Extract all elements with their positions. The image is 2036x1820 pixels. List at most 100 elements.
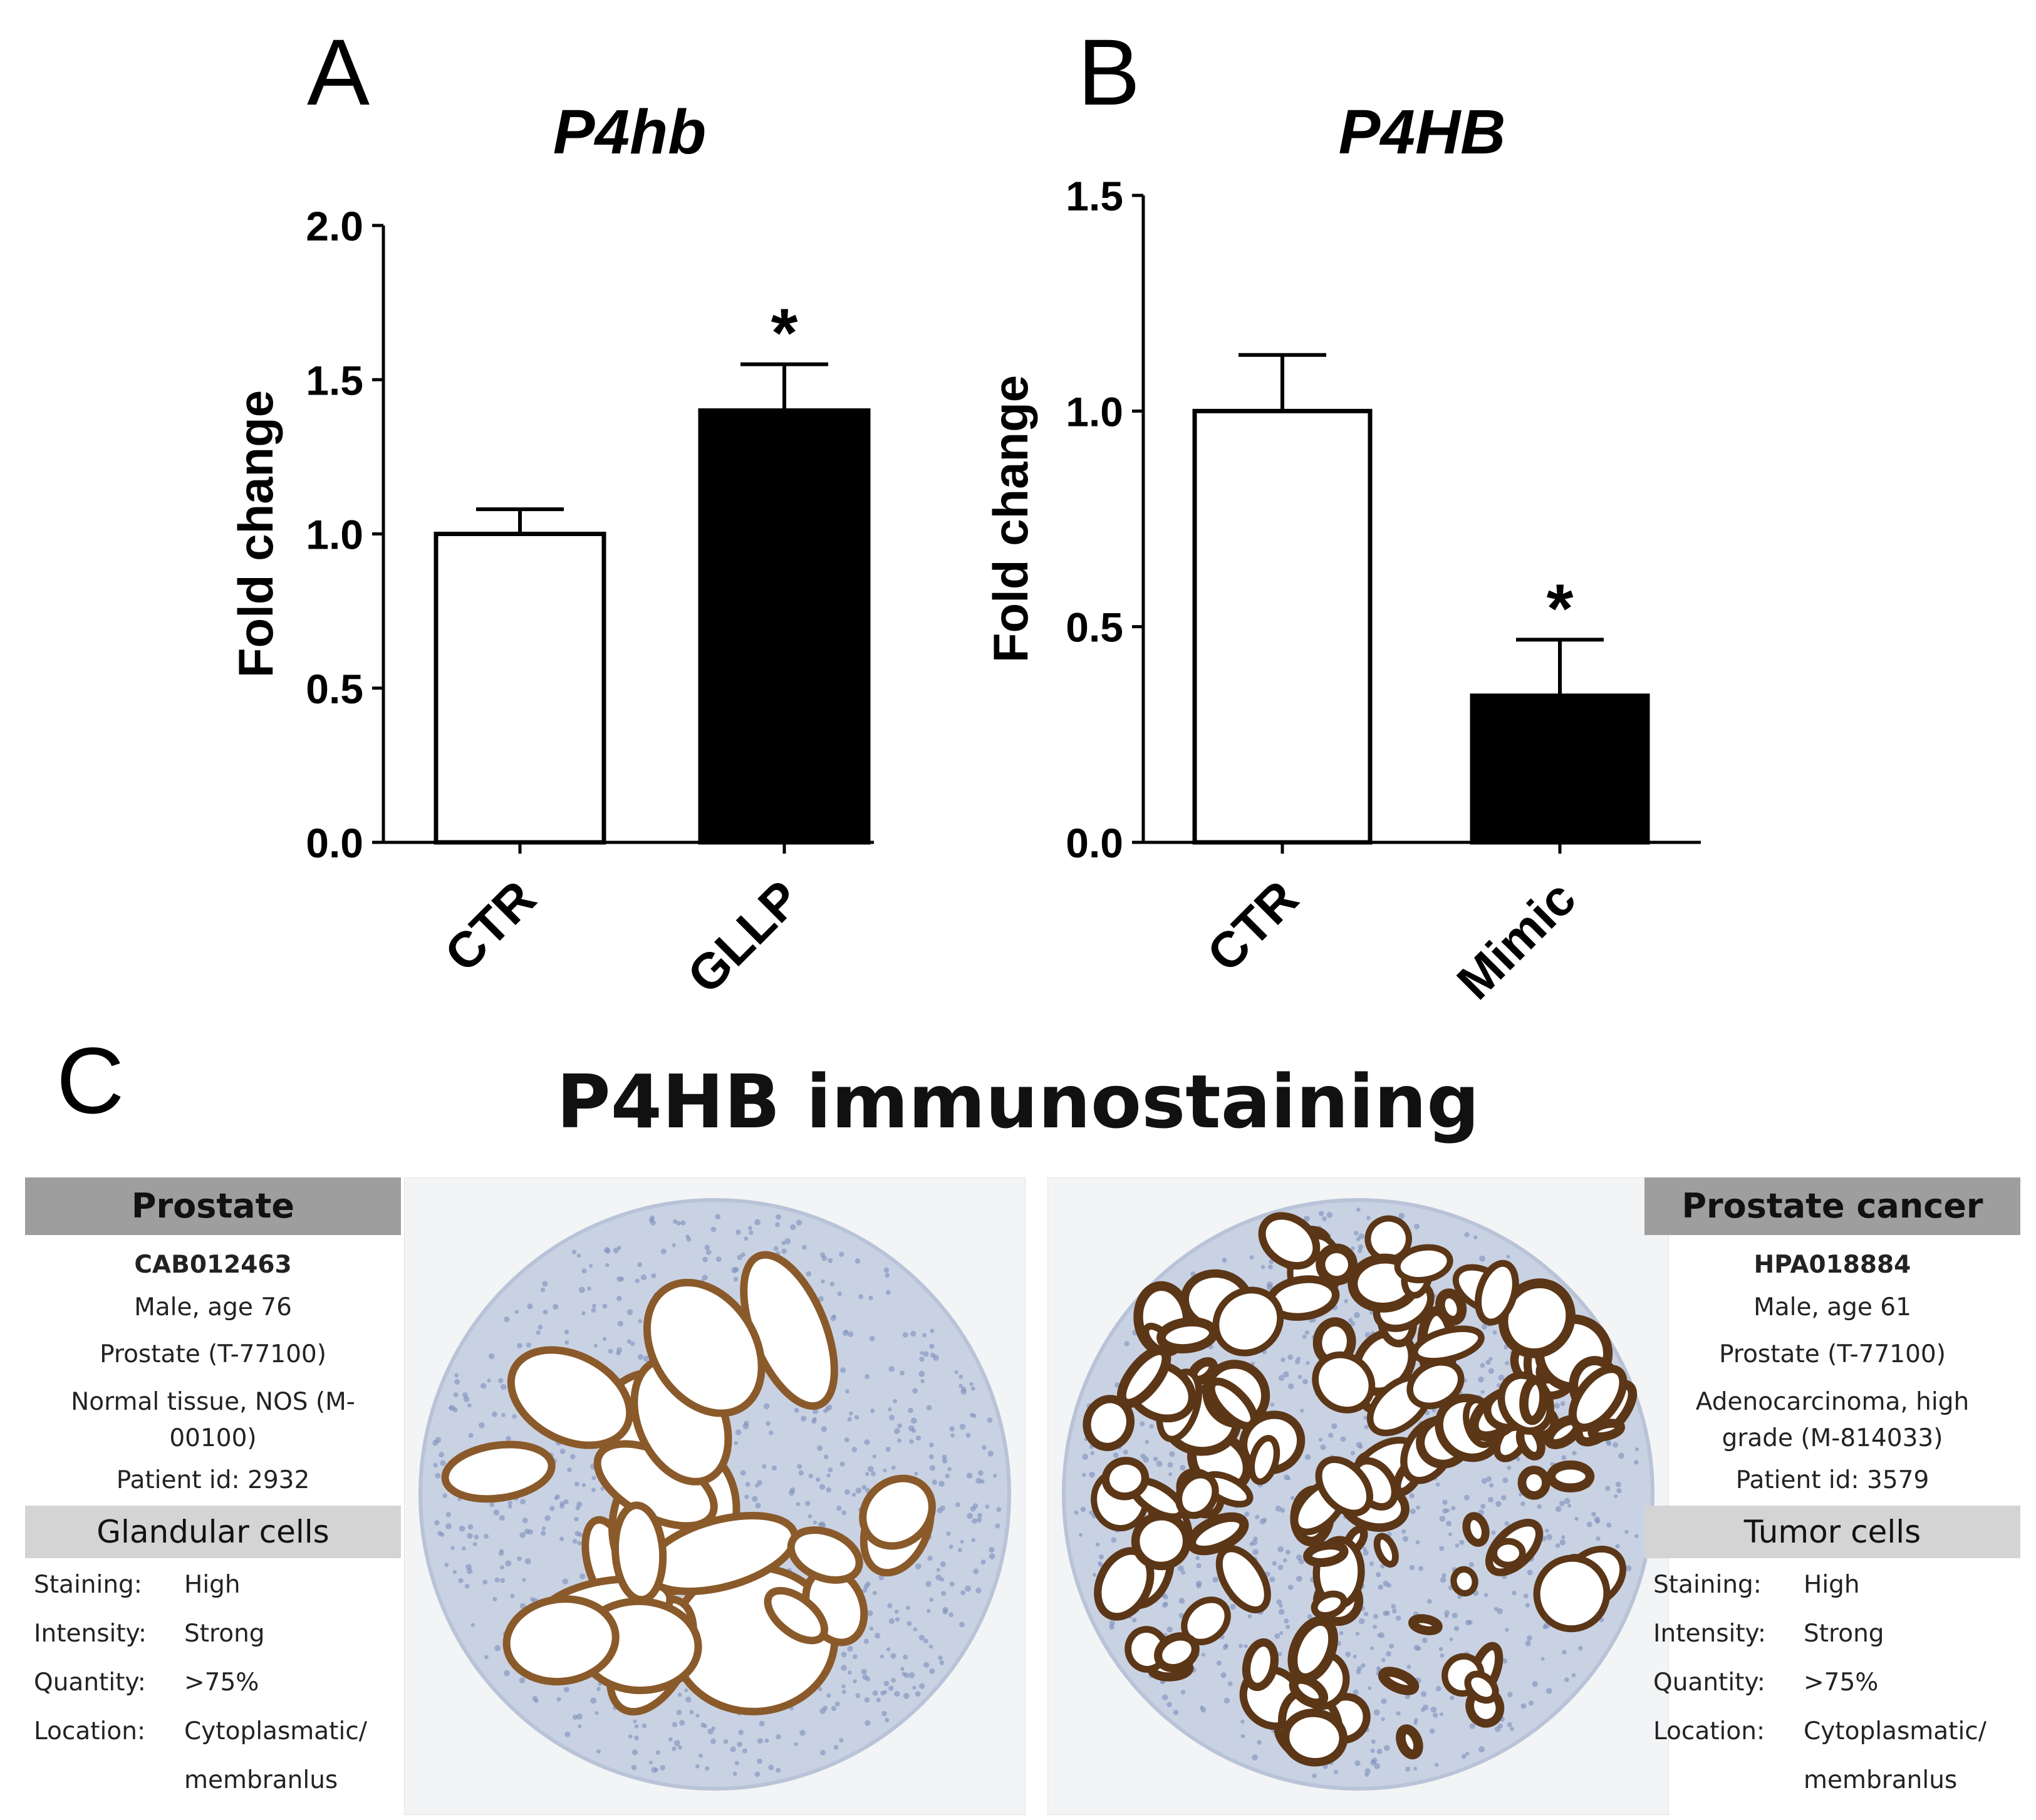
stroma-nucleus — [980, 1479, 985, 1484]
gland — [1373, 1533, 1399, 1568]
stroma-nucleus — [900, 1667, 905, 1671]
stroma-nucleus — [1571, 1673, 1576, 1678]
stroma-nucleus — [1496, 1383, 1501, 1387]
stroma-nucleus — [458, 1578, 464, 1583]
stroma-nucleus — [1201, 1653, 1205, 1657]
stroma-nucleus — [730, 1746, 736, 1752]
stroma-nucleus — [1494, 1726, 1501, 1732]
stroma-nucleus — [1244, 1511, 1250, 1517]
cancer-tissue-image — [1047, 1177, 1669, 1815]
stroma-nucleus — [949, 1426, 955, 1432]
bar-charts: P4hb Fold change 0.0 0.5 1.0 1.5 2.0 CTR GLLP * P… — [228, 97, 1701, 1010]
cancer-diagnosis-line-1: Adenocarcinoma, high — [1695, 1388, 1970, 1416]
stroma-nucleus — [519, 1677, 526, 1683]
stroma-nucleus — [1082, 1472, 1086, 1477]
stroma-nucleus — [796, 1502, 801, 1506]
stroma-nucleus — [831, 1705, 837, 1712]
stroma-nucleus — [1498, 1374, 1505, 1381]
stroma-nucleus — [1528, 1700, 1534, 1706]
stroma-nucleus — [673, 1740, 680, 1747]
stroma-nucleus — [1468, 1562, 1474, 1568]
stroma-nucleus — [1426, 1599, 1432, 1604]
stroma-nucleus — [1425, 1410, 1430, 1415]
stroma-nucleus — [888, 1407, 892, 1412]
gland — [1450, 1566, 1478, 1597]
stroma-nucleus — [1331, 1423, 1337, 1429]
stroma-nucleus — [993, 1474, 997, 1478]
stroma-nucleus — [920, 1351, 924, 1355]
stroma-nucleus — [967, 1512, 974, 1519]
stroma-nucleus — [1421, 1637, 1428, 1643]
stroma-nucleus — [616, 1276, 623, 1282]
stroma-nucleus — [872, 1690, 878, 1696]
stroma-nucleus — [890, 1653, 896, 1659]
stroma-nucleus — [1340, 1436, 1346, 1442]
stroma-nucleus — [578, 1286, 585, 1293]
stroma-nucleus — [970, 1386, 975, 1391]
stroma-nucleus — [705, 1766, 710, 1771]
stroma-nucleus — [1296, 1575, 1302, 1582]
y-tick-label: 0.0 — [1066, 820, 1123, 866]
stroma-nucleus — [679, 1720, 685, 1726]
normal-tissue-image — [404, 1177, 1026, 1815]
stroma-nucleus — [530, 1597, 535, 1602]
stroma-nucleus — [1303, 1216, 1310, 1222]
stroma-nucleus — [824, 1454, 829, 1459]
stroma-nucleus — [842, 1690, 846, 1694]
stroma-nucleus — [1384, 1745, 1390, 1751]
stroma-nucleus — [1353, 1231, 1359, 1236]
gland — [1156, 1317, 1218, 1353]
stroma-nucleus — [763, 1403, 770, 1410]
stroma-nucleus — [1480, 1504, 1486, 1509]
stroma-nucleus — [1479, 1255, 1485, 1262]
stroma-nucleus — [1166, 1626, 1173, 1633]
stroma-nucleus — [872, 1590, 877, 1595]
significance-marker: * — [771, 295, 798, 372]
stroma-nucleus — [685, 1697, 692, 1703]
stroma-nucleus — [740, 1252, 745, 1258]
stroma-nucleus — [1284, 1474, 1290, 1481]
stroma-nucleus — [605, 1248, 611, 1254]
stroma-nucleus — [972, 1518, 977, 1524]
stroma-nucleus — [541, 1287, 546, 1292]
stroma-nucleus — [1452, 1613, 1458, 1619]
stroma-nucleus — [480, 1383, 487, 1389]
stroma-nucleus — [1216, 1660, 1222, 1666]
stroma-nucleus — [893, 1399, 897, 1404]
stroma-nucleus — [735, 1229, 741, 1235]
cancer-diagnosis-line-2: grade (M-814033) — [1722, 1424, 1943, 1452]
stroma-nucleus — [574, 1531, 581, 1537]
stroma-nucleus — [1515, 1457, 1520, 1462]
gland — [764, 1586, 829, 1645]
stroma-nucleus — [923, 1638, 928, 1643]
stroma-nucleus — [915, 1435, 922, 1441]
stroma-nucleus — [940, 1561, 946, 1568]
stroma-nucleus — [914, 1471, 918, 1476]
stroma-nucleus — [1469, 1723, 1475, 1729]
stroma-nucleus — [852, 1654, 858, 1660]
stroma-nucleus — [1430, 1707, 1437, 1713]
gland — [1406, 1358, 1465, 1410]
stroma-nucleus — [1468, 1620, 1473, 1625]
stroma-nucleus — [747, 1226, 752, 1231]
stroma-nucleus — [885, 1446, 891, 1452]
chart-a: P4hb Fold change 0.0 0.5 1.0 1.5 2.0 CTR GLLP * — [228, 97, 874, 1004]
stroma-nucleus — [894, 1690, 900, 1697]
stroma-nucleus — [704, 1244, 710, 1251]
stroma-nucleus — [1559, 1539, 1566, 1546]
stroma-nucleus — [1350, 1450, 1356, 1455]
stroma-nucleus — [1480, 1363, 1485, 1368]
stroma-nucleus — [631, 1749, 638, 1755]
stroma-nucleus — [433, 1462, 438, 1468]
stroma-nucleus — [651, 1273, 657, 1279]
stroma-nucleus — [517, 1343, 522, 1348]
stroma-nucleus — [1464, 1232, 1470, 1238]
stroma-nucleus — [888, 1685, 894, 1691]
stroma-nucleus — [861, 1668, 867, 1675]
stroma-nucleus — [491, 1411, 497, 1417]
stroma-nucleus — [1433, 1712, 1438, 1718]
normal-intensity-row: Intensity: Strong — [25, 1610, 401, 1658]
gland — [1475, 1259, 1519, 1326]
stroma-nucleus — [1420, 1707, 1425, 1712]
stroma-nucleus — [853, 1679, 857, 1683]
